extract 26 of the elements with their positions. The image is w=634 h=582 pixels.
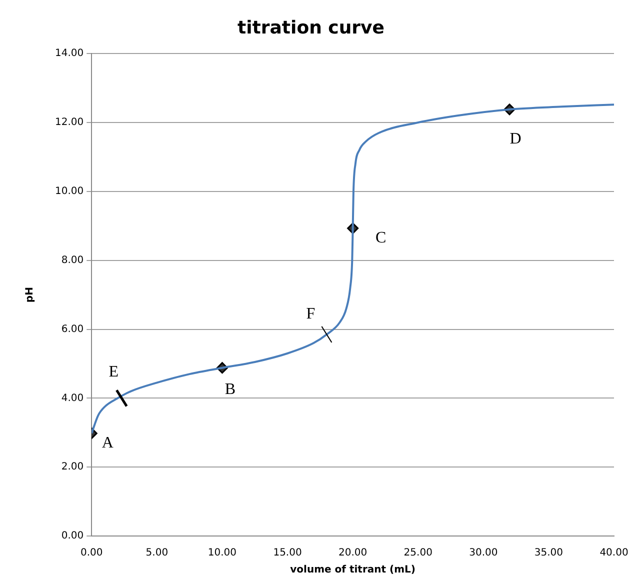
- x-tick-label: 5.00: [146, 548, 168, 559]
- chart-title: titration curve: [238, 17, 384, 38]
- x-tick-label: 35.00: [534, 548, 564, 559]
- x-tick-label: 20.00: [338, 548, 368, 559]
- x-tick-label: 30.00: [469, 548, 498, 559]
- x-axis-title: volume of titrant (mL): [290, 564, 416, 576]
- x-tick-label: 0.00: [80, 548, 103, 559]
- x-tick-label: 15.00: [273, 548, 302, 559]
- annotation: F: [306, 306, 316, 323]
- x-tick-label: 25.00: [404, 548, 432, 559]
- annotation: A: [102, 434, 114, 452]
- y-tick-label: 10.00: [54, 186, 84, 198]
- annotation: D: [510, 130, 522, 148]
- y-axis-title: pH: [24, 287, 36, 303]
- annotation: C: [375, 230, 386, 246]
- x-tick-label: 40.00: [600, 548, 628, 559]
- y-tick-label: 14.00: [54, 48, 84, 60]
- y-tick-label: 2.00: [61, 462, 84, 473]
- y-tick-label: 0.00: [61, 530, 84, 542]
- annotation: E: [108, 363, 119, 380]
- x-tick-label: 10.00: [208, 548, 237, 559]
- y-tick-label: 12.00: [54, 117, 84, 128]
- annotation: B: [224, 381, 236, 398]
- y-tick-label: 4.00: [61, 392, 84, 404]
- y-tick-label: 8.00: [61, 254, 84, 266]
- y-tick-label: 6.00: [61, 324, 84, 335]
